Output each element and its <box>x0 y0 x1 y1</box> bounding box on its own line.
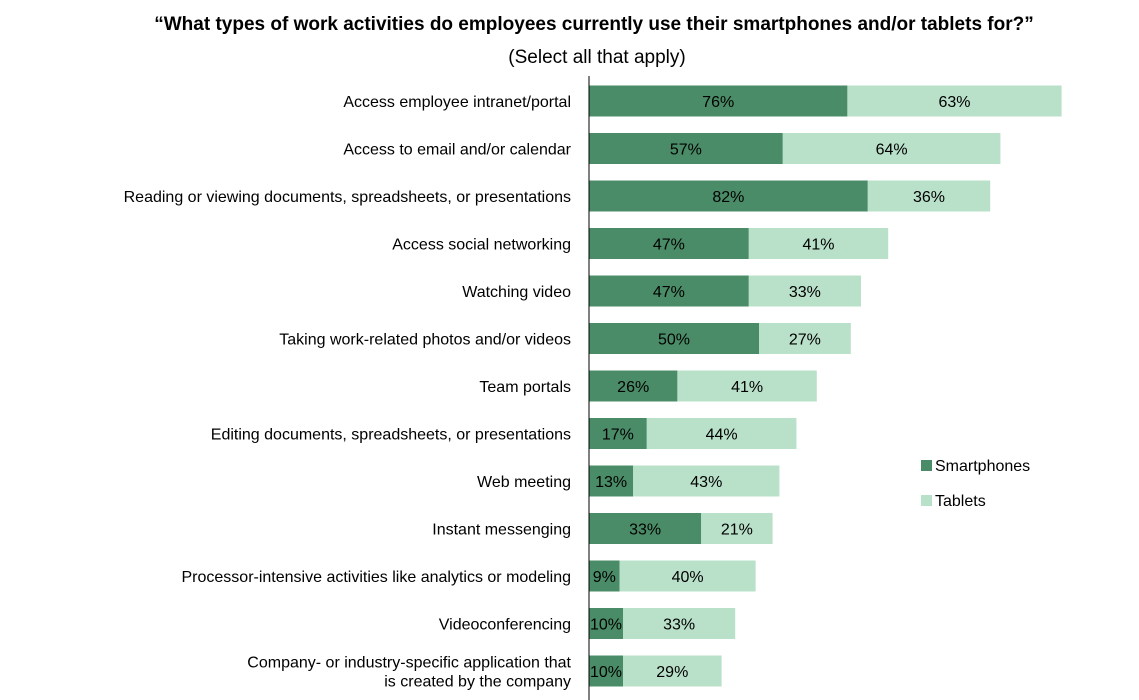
category-label: Access employee intranet/portal <box>343 94 571 111</box>
smartphones-bar <box>589 418 647 449</box>
smartphones-bar <box>589 180 868 212</box>
tablets-bar <box>759 323 851 354</box>
smartphones-value-label: 26% <box>617 379 649 396</box>
smartphones-bar <box>589 228 749 259</box>
tablets-legend-swatch <box>921 495 932 506</box>
smartphones-value-label: 10% <box>590 664 622 681</box>
tablets-bar <box>623 655 722 687</box>
tablets-bar <box>701 513 773 544</box>
tablets-value-label: 63% <box>938 94 970 111</box>
tablets-value-label: 27% <box>789 332 821 349</box>
smartphones-bar <box>589 655 623 687</box>
category-label: Access to email and/or calendar <box>343 142 571 159</box>
category-labels-group: Access employee intranet/portal Access to… <box>124 94 572 691</box>
bars-group: 76% 63% 57% 64% 82% 36% 47% 41% 47% 33% 50% 27% 26% 4… <box>589 85 1062 687</box>
category-label: Access social networking <box>392 237 571 254</box>
tablets-value-label: 41% <box>802 237 834 254</box>
tablets-value-label: 33% <box>663 617 695 634</box>
tablets-bar <box>847 85 1062 117</box>
smartphones-value-label: 57% <box>670 142 702 159</box>
tablets-bar <box>748 228 889 259</box>
tablets-bar <box>623 608 736 639</box>
smartphones-bar <box>589 465 634 497</box>
tablets-bar <box>633 465 780 497</box>
smartphones-bar <box>589 513 702 544</box>
smartphones-value-label: 47% <box>653 237 685 254</box>
smartphones-bar <box>589 275 749 307</box>
tablets-bar <box>646 418 797 449</box>
smartphones-bar <box>589 323 759 354</box>
category-label: Reading or viewing documents, spreadshee… <box>124 189 571 206</box>
category-label: Taking work-related photos and/or videos <box>279 332 571 349</box>
category-label: Videoconferencing <box>439 617 571 634</box>
smartphones-value-label: 82% <box>712 189 744 206</box>
category-label: Team portals <box>479 379 571 396</box>
tablets-bar <box>619 560 756 592</box>
tablets-bar <box>867 180 991 212</box>
smartphones-legend-swatch <box>921 460 932 471</box>
tablets-value-label: 64% <box>876 142 908 159</box>
tablets-value-label: 44% <box>706 427 738 444</box>
category-label: Company- or industry-specific applicatio… <box>247 655 571 672</box>
chart-subtitle: (Select all that apply) <box>508 47 685 68</box>
category-label: Processor-intensive activities like anal… <box>182 569 572 586</box>
tablets-value-label: 43% <box>690 474 722 491</box>
tablets-value-label: 40% <box>672 569 704 586</box>
smartphones-bar <box>589 608 623 639</box>
tablets-legend-label: Tablets <box>935 493 986 510</box>
category-label: is created by the company <box>384 674 571 691</box>
category-label: Editing documents, spreadsheets, or pres… <box>211 427 571 444</box>
smartphones-value-label: 17% <box>602 427 634 444</box>
chart-title: “What types of work activities do employ… <box>154 14 1033 35</box>
tablets-value-label: 41% <box>731 379 763 396</box>
tablets-value-label: 36% <box>913 189 945 206</box>
tablets-bar <box>677 370 817 402</box>
tablets-value-label: 29% <box>656 664 688 681</box>
smartphones-value-label: 50% <box>658 332 690 349</box>
tablets-bar <box>748 275 861 307</box>
smartphones-value-label: 13% <box>595 474 627 491</box>
legend: Smartphones Tablets <box>921 458 1030 510</box>
tablets-bar <box>782 133 1001 164</box>
smartphones-value-label: 47% <box>653 284 685 301</box>
tablets-value-label: 21% <box>721 522 753 539</box>
smartphones-value-label: 10% <box>590 617 622 634</box>
tablets-value-label: 33% <box>789 284 821 301</box>
category-label: Instant messenging <box>432 522 571 539</box>
smartphones-bar <box>589 133 783 164</box>
smartphones-legend-label: Smartphones <box>935 458 1030 475</box>
smartphones-value-label: 33% <box>629 522 661 539</box>
smartphones-value-label: 76% <box>702 94 734 111</box>
category-label: Watching video <box>462 284 571 301</box>
smartphones-bar <box>589 85 848 117</box>
smartphones-value-label: 9% <box>593 569 616 586</box>
smartphones-bar <box>589 370 678 402</box>
smartphones-bar <box>589 560 620 592</box>
category-label: Web meeting <box>477 474 571 491</box>
